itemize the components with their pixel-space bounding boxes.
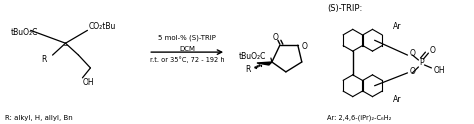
Text: P: P [419, 59, 424, 67]
Text: CO₂tBu: CO₂tBu [89, 22, 116, 31]
Text: OH: OH [433, 66, 445, 75]
Text: Ar: 2,4,6-(iPr)₂-C₆H₂: Ar: 2,4,6-(iPr)₂-C₆H₂ [327, 114, 391, 121]
Text: R: alkyl, H, allyl, Bn: R: alkyl, H, allyl, Bn [5, 115, 73, 121]
Text: Ar: Ar [392, 95, 401, 104]
Polygon shape [257, 62, 272, 65]
Text: r.t. or 35°C, 72 - 192 h: r.t. or 35°C, 72 - 192 h [150, 57, 225, 63]
Text: O: O [302, 42, 308, 51]
Text: R: R [245, 65, 250, 74]
Text: O: O [410, 49, 415, 58]
Text: O: O [273, 33, 279, 42]
Text: (S)-TRIP:: (S)-TRIP: [328, 4, 363, 13]
Text: tBuO₂C: tBuO₂C [11, 28, 38, 37]
Text: tBuO₂C: tBuO₂C [239, 52, 266, 61]
Text: O: O [429, 46, 435, 55]
Text: R: R [41, 55, 46, 63]
Text: O: O [410, 67, 415, 76]
Text: 5 mol-% (S)-TRIP: 5 mol-% (S)-TRIP [158, 34, 216, 41]
Text: Ar: Ar [392, 22, 401, 31]
Text: DCM: DCM [179, 46, 195, 52]
Text: OH: OH [82, 78, 94, 87]
